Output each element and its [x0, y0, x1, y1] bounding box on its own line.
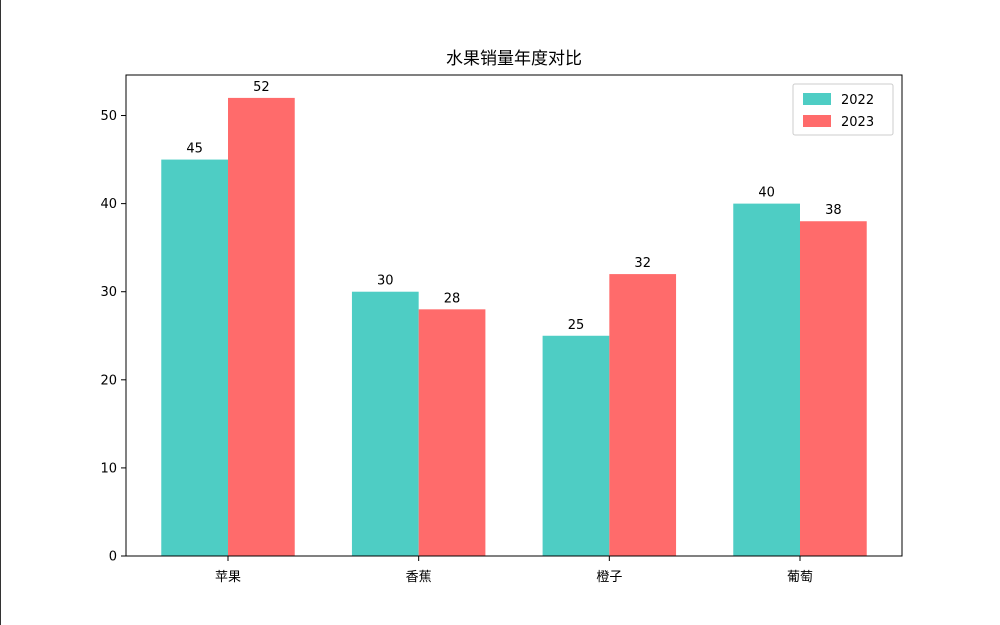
bar-2023-葡萄: [799, 221, 867, 556]
data-label: 25: [568, 318, 585, 333]
x-tick-label: 橙子: [596, 570, 622, 585]
bar-2022-香蕉: [351, 291, 419, 556]
y-axis: 0 10 20 30 40 50: [100, 109, 126, 565]
x-tick-label: 苹果: [215, 570, 241, 585]
data-label: 40: [758, 186, 775, 201]
chart-title: 水果销量年度对比: [446, 49, 582, 69]
bar-2023-香蕉: [418, 309, 486, 556]
data-label: 28: [444, 291, 461, 306]
data-label: 52: [253, 80, 270, 95]
data-label: 30: [377, 274, 394, 289]
y-tick-label: 20: [100, 373, 117, 388]
data-label: 32: [634, 256, 651, 271]
y-tick-label: 0: [109, 550, 117, 565]
x-axis: 苹果 香蕉 橙子 葡萄: [215, 556, 813, 585]
data-labels-layer: 45 30 25 40 52 28 32 38: [186, 80, 841, 333]
bar-2022-葡萄: [733, 203, 800, 556]
bar-2022-橙子: [542, 335, 610, 556]
y-tick-label: 40: [100, 197, 117, 212]
data-label: 38: [825, 203, 842, 218]
x-tick-label: 香蕉: [406, 570, 432, 585]
x-tick-label: 葡萄: [787, 570, 813, 585]
plot-area-border: [125, 74, 903, 557]
data-label: 45: [186, 142, 203, 157]
y-tick-label: 50: [100, 109, 117, 124]
legend-label: 2022: [841, 93, 874, 108]
y-tick-label: 30: [100, 285, 117, 300]
legend-swatch-2022: [803, 93, 831, 105]
y-tick-label: 10: [100, 461, 117, 476]
bar-2023-苹果: [228, 97, 295, 557]
bar-2022-苹果: [161, 159, 229, 557]
legend-swatch-2023: [803, 115, 831, 127]
bar-2023-橙子: [609, 274, 677, 556]
bars-layer: [161, 97, 867, 557]
legend-label: 2023: [841, 115, 874, 130]
legend: 2022 2023: [792, 83, 894, 136]
